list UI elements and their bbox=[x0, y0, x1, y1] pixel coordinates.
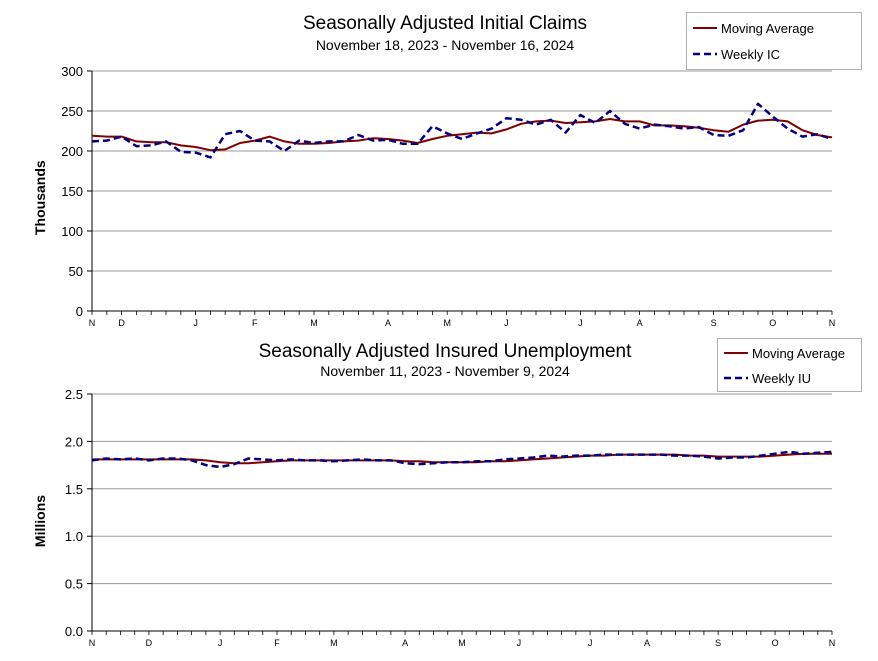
x-tick-label: J bbox=[517, 638, 522, 648]
x-tick-label: M bbox=[458, 638, 466, 648]
x-tick-label: F bbox=[274, 638, 280, 648]
legend-label: Moving Average bbox=[752, 345, 845, 361]
plot-area: 0 50 100 150 200 250 300 N D J F M A M J J A S O N bbox=[61, 64, 836, 328]
chart-title: Seasonally Adjusted Initial Claims bbox=[302, 13, 588, 34]
x-tick-label: N bbox=[89, 318, 96, 328]
series-line-weekly bbox=[91, 450, 833, 469]
y-tick-label: 1.5 bbox=[65, 482, 83, 497]
x-tick-label: M bbox=[310, 318, 318, 328]
x-tick-label: M bbox=[443, 318, 451, 328]
legend: Moving Average Weekly IC bbox=[686, 12, 862, 70]
x-tick-label: S bbox=[715, 638, 721, 648]
x-tick-label: S bbox=[711, 318, 717, 328]
series-line-weekly bbox=[91, 102, 833, 159]
x-tick-label: M bbox=[330, 638, 338, 648]
x-tick-label: N bbox=[829, 638, 836, 648]
legend-swatch-dashed bbox=[693, 52, 717, 56]
x-tick-label: A bbox=[402, 638, 408, 648]
x-tick-label: N bbox=[829, 318, 836, 328]
y-tick-label: 2.5 bbox=[65, 387, 83, 402]
legend-entry-weekly: Weekly IU bbox=[724, 370, 811, 386]
chart-title: Seasonally Adjusted Insured Unemployment bbox=[258, 341, 632, 362]
x-tick-label: D bbox=[118, 318, 125, 328]
initial-claims-chart: Seasonally Adjusted Initial Claims Novem… bbox=[0, 0, 878, 330]
y-tick-label: 50 bbox=[69, 264, 83, 279]
x-tick-label: N bbox=[89, 638, 96, 648]
y-tick-label: 2.0 bbox=[65, 434, 83, 449]
y-tick-label: 200 bbox=[61, 144, 83, 159]
x-tick-label: J bbox=[193, 318, 198, 328]
x-tick-label: O bbox=[772, 638, 779, 648]
plot-area: 0.0 0.5 1.0 1.5 2.0 2.5 N D J F M A M J J A S O N bbox=[65, 387, 836, 648]
legend-entry-moving-average: Moving Average bbox=[724, 345, 845, 361]
legend: Moving Average Weekly IU bbox=[717, 338, 862, 392]
legend-entry-moving-average: Moving Average bbox=[693, 20, 814, 36]
x-tick-label: J bbox=[588, 638, 593, 648]
legend-label: Weekly IU bbox=[752, 370, 811, 386]
chart-subtitle: November 11, 2023 - November 9, 2024 bbox=[320, 363, 570, 379]
x-tick-label: O bbox=[769, 318, 776, 328]
x-tick-label: A bbox=[644, 638, 650, 648]
y-tick-label: 0 bbox=[76, 304, 83, 319]
y-tick-label: 0.5 bbox=[65, 577, 83, 592]
legend-label: Moving Average bbox=[721, 20, 814, 36]
y-tick-label: 0.0 bbox=[65, 624, 83, 639]
y-tick-label: 100 bbox=[61, 224, 83, 239]
x-tick-label: J bbox=[504, 318, 509, 328]
legend-label: Weekly IC bbox=[721, 46, 780, 62]
chart-subtitle: November 18, 2023 - November 16, 2024 bbox=[315, 37, 575, 53]
legend-swatch-solid bbox=[693, 27, 717, 29]
legend-entry-weekly: Weekly IC bbox=[693, 46, 780, 62]
x-tick-label: A bbox=[385, 318, 391, 328]
y-tick-label: 150 bbox=[61, 184, 83, 199]
series-line-moving-average bbox=[92, 452, 832, 465]
x-tick-label: J bbox=[218, 638, 223, 648]
y-tick-label: 250 bbox=[61, 104, 83, 119]
legend-swatch-dashed bbox=[724, 376, 748, 380]
insured-unemployment-chart: Seasonally Adjusted Insured Unemployment… bbox=[0, 330, 878, 661]
x-tick-label: D bbox=[146, 638, 153, 648]
legend-swatch-solid bbox=[724, 352, 748, 354]
y-tick-label: 300 bbox=[61, 64, 83, 79]
y-tick-label: 1.0 bbox=[65, 529, 83, 544]
x-tick-label: F bbox=[252, 318, 258, 328]
x-tick-label: J bbox=[578, 318, 583, 328]
x-tick-label: A bbox=[637, 318, 643, 328]
